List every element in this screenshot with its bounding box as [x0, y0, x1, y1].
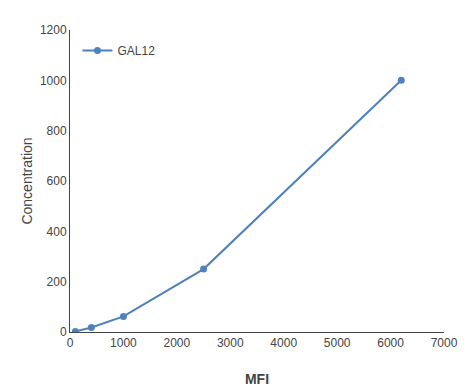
svg-text:800: 800 — [47, 124, 67, 138]
svg-text:GAL12: GAL12 — [117, 44, 155, 58]
svg-text:400: 400 — [47, 225, 67, 239]
svg-text:200: 200 — [47, 275, 67, 289]
svg-text:6000: 6000 — [377, 336, 404, 350]
svg-text:5000: 5000 — [324, 336, 351, 350]
svg-text:0: 0 — [67, 336, 74, 350]
svg-text:7000: 7000 — [431, 336, 458, 350]
svg-text:0: 0 — [60, 325, 67, 339]
svg-text:1000: 1000 — [110, 336, 137, 350]
svg-text:4000: 4000 — [270, 336, 297, 350]
svg-text:1000: 1000 — [40, 74, 67, 88]
svg-text:600: 600 — [47, 174, 67, 188]
svg-text:3000: 3000 — [217, 336, 244, 350]
svg-text:Concentration: Concentration — [19, 137, 35, 224]
svg-text:1200: 1200 — [40, 23, 67, 37]
svg-text:2000: 2000 — [164, 336, 191, 350]
svg-text:MFI: MFI — [245, 371, 269, 387]
